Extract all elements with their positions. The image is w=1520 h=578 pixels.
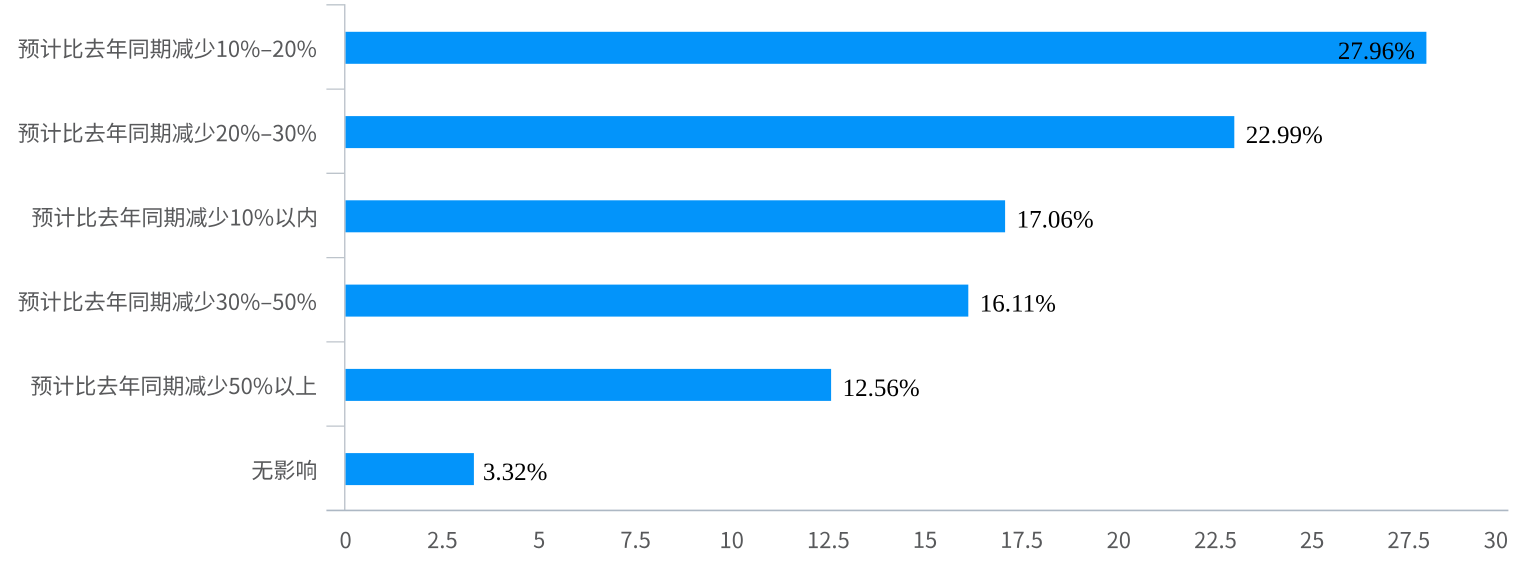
svg-text:3.32%: 3.32%: [483, 459, 548, 486]
svg-text:17.06%: 17.06%: [1017, 206, 1094, 233]
svg-text:27.96%: 27.96%: [1338, 38, 1415, 65]
svg-text:12.56%: 12.56%: [843, 375, 920, 402]
svg-text:16.11%: 16.11%: [980, 291, 1056, 318]
svg-text:22.99%: 22.99%: [1246, 122, 1323, 149]
